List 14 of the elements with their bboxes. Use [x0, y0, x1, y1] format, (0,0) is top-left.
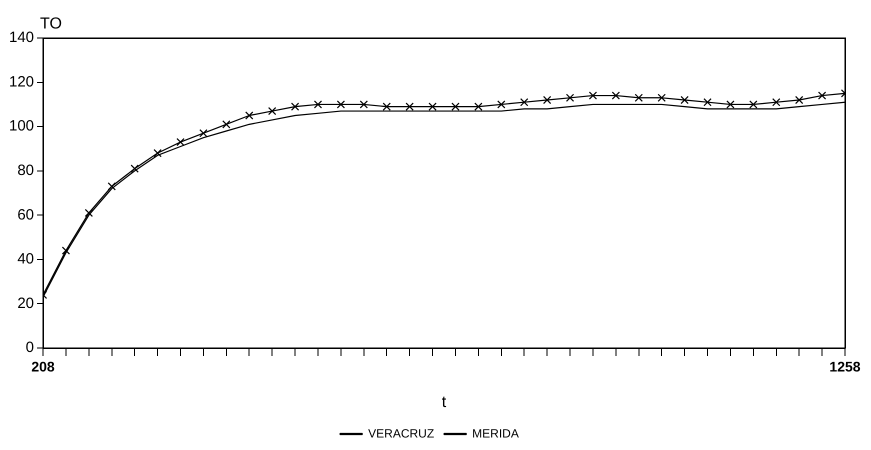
- y-tick-label: 120: [8, 73, 34, 90]
- y-tick-label: 60: [17, 206, 34, 224]
- legend-label: VERACRUZ: [368, 426, 434, 440]
- x-tick-label: 208: [31, 358, 55, 374]
- x-tick-label: 1258: [829, 358, 861, 374]
- y-tick-label: 20: [17, 294, 34, 312]
- y-tick-label: 80: [17, 162, 34, 179]
- y-tick-label: 140: [8, 29, 34, 46]
- y-tick-label: 100: [8, 118, 34, 135]
- legend-label: MERIDA: [472, 426, 519, 440]
- x-axis-title: t: [442, 394, 447, 411]
- y-tick-label: 40: [17, 250, 34, 268]
- y-tick-label: 0: [26, 339, 34, 356]
- y-axis-title: TO: [40, 15, 62, 32]
